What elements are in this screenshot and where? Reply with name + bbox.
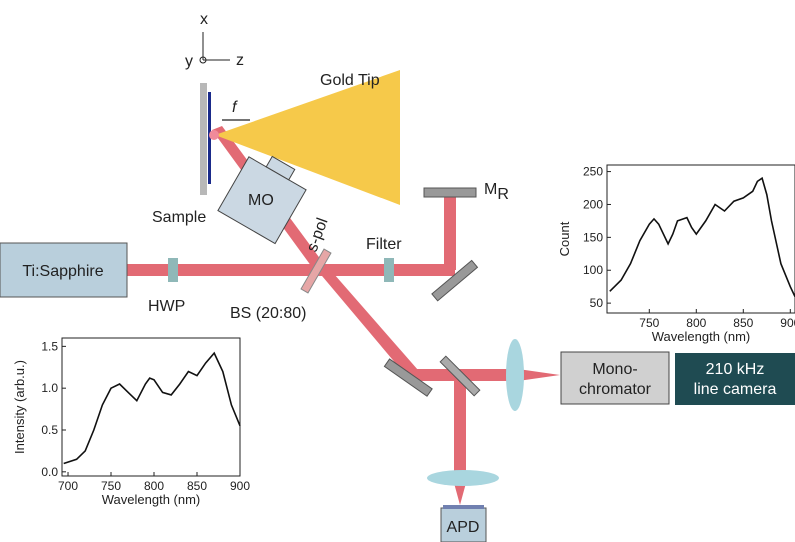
- gold-tip-label: Gold Tip: [320, 72, 380, 89]
- y-tick-label: 1.5: [41, 339, 58, 353]
- pol-label: s-pol: [304, 216, 332, 254]
- mirror: [431, 259, 479, 302]
- objective-label: MO: [248, 192, 274, 209]
- beam: [454, 483, 466, 505]
- gold-tip: [215, 70, 400, 205]
- axis-z: z: [236, 52, 244, 69]
- lens: [427, 470, 499, 486]
- y-axis-label: Count: [557, 221, 572, 256]
- beam: [518, 369, 560, 381]
- bs-label: BS (20:80): [230, 305, 306, 322]
- sample-label: Sample: [152, 209, 206, 226]
- x-tick-label: 750: [101, 479, 121, 493]
- x-tick-label: 850: [733, 316, 753, 330]
- mirror: [383, 358, 433, 397]
- y-tick-label: 0.0: [41, 465, 58, 479]
- x-tick-label: 800: [144, 479, 164, 493]
- sample-slide: [200, 83, 207, 195]
- beam: [127, 264, 455, 276]
- y-tick-label: 200: [583, 197, 603, 211]
- plot-frame: [61, 337, 241, 477]
- camera-label: 210 kHz: [706, 361, 765, 378]
- camera-label: line camera: [694, 381, 777, 398]
- apd-box: [440, 507, 487, 542]
- lens: [506, 339, 524, 411]
- x-axis-label: Wavelength (nm): [652, 329, 751, 344]
- x-tick-label: 800: [686, 316, 706, 330]
- coord-axes: [199, 32, 230, 64]
- apd-window: [443, 505, 484, 509]
- axis-y: y: [185, 53, 193, 70]
- y-axis-label: Intensity (arb.u.): [12, 360, 27, 454]
- monochromator-box: [560, 351, 670, 405]
- x-tick-label: 700: [58, 479, 78, 493]
- filter-label: Filter: [366, 236, 402, 253]
- objective: [217, 155, 307, 245]
- mirror: [423, 187, 477, 198]
- x-tick-label: 750: [639, 316, 659, 330]
- plot-frame: [606, 164, 795, 314]
- y-tick-label: 150: [583, 230, 603, 244]
- mirror-label-sub: R: [497, 186, 509, 203]
- y-tick-label: 50: [590, 296, 604, 310]
- x-axis-label: Wavelength (nm): [102, 492, 201, 507]
- data-line: [63, 351, 241, 465]
- mirror-label-main: M: [484, 181, 497, 198]
- beam: [317, 266, 418, 378]
- hwp-label: HWP: [148, 298, 185, 315]
- beamsplitter: [439, 355, 481, 397]
- filter: [384, 258, 394, 282]
- sample-layer: [208, 92, 211, 184]
- x-tick-label: 900: [230, 479, 250, 493]
- mono-label: chromator: [579, 381, 652, 398]
- camera-box: [675, 353, 795, 405]
- laser-box: [0, 242, 128, 298]
- hwp: [168, 258, 178, 282]
- spot: [209, 130, 219, 140]
- focal-label: f: [232, 99, 238, 116]
- laser-label: Ti:Sapphire: [22, 263, 103, 280]
- beam: [444, 195, 456, 270]
- data-line: [609, 176, 795, 297]
- y-tick-label: 1.0: [41, 381, 58, 395]
- beam: [454, 375, 466, 485]
- y-tick-label: 100: [583, 263, 603, 277]
- mono-label: Mono-: [592, 361, 637, 378]
- beamsplitter: [300, 248, 332, 294]
- y-tick-label: 0.5: [41, 423, 58, 437]
- x-tick-label: 900: [780, 316, 795, 330]
- y-tick-label: 250: [583, 165, 603, 179]
- mirror-label: MR: [484, 181, 509, 203]
- apd-label: APD: [447, 519, 480, 536]
- x-tick-label: 850: [187, 479, 207, 493]
- axis-x: x: [200, 11, 208, 28]
